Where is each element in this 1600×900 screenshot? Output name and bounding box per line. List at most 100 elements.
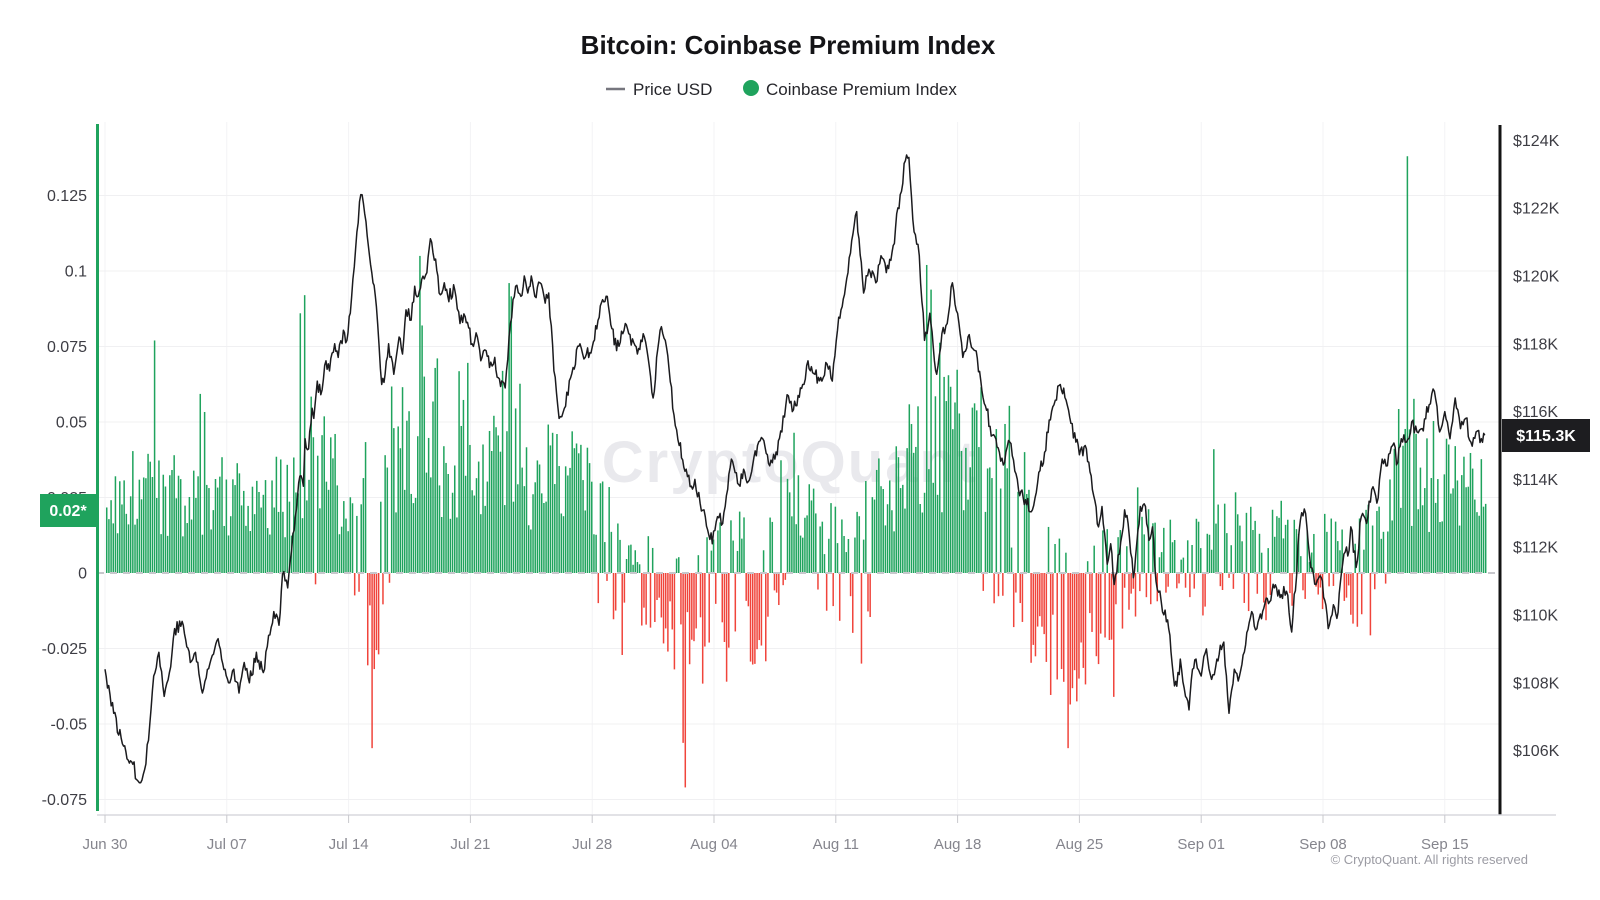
premium-bar[interactable]	[1421, 505, 1424, 573]
premium-bar[interactable]	[902, 484, 904, 573]
premium-bar[interactable]	[510, 296, 513, 573]
premium-bar[interactable]	[201, 534, 204, 573]
premium-bar[interactable]	[192, 470, 195, 573]
premium-bar[interactable]	[423, 376, 426, 573]
premium-bar[interactable]	[836, 543, 839, 573]
premium-bar[interactable]	[545, 501, 547, 573]
premium-bar[interactable]	[1030, 573, 1032, 663]
premium-bar[interactable]	[684, 573, 687, 788]
premium-bar[interactable]	[1236, 514, 1239, 573]
premium-bar[interactable]	[306, 500, 308, 573]
premium-bar[interactable]	[366, 573, 369, 666]
premium-bar[interactable]	[701, 573, 704, 684]
premium-bar[interactable]	[680, 573, 682, 625]
premium-bar[interactable]	[332, 458, 334, 573]
premium-bar[interactable]	[321, 435, 323, 573]
premium-bar[interactable]	[427, 437, 430, 573]
premium-bar[interactable]	[123, 480, 125, 573]
premium-bar[interactable]	[1139, 573, 1141, 592]
premium-bar[interactable]	[373, 573, 376, 670]
premium-bar[interactable]	[1476, 512, 1478, 573]
premium-bar[interactable]	[1413, 398, 1415, 573]
premium-bar[interactable]	[801, 537, 804, 573]
premium-bar[interactable]	[110, 500, 112, 573]
premium-bar[interactable]	[627, 545, 630, 573]
premium-bar[interactable]	[1215, 523, 1217, 573]
premium-bar[interactable]	[356, 515, 358, 573]
premium-bar[interactable]	[1484, 503, 1487, 573]
premium-bar[interactable]	[1021, 573, 1024, 622]
premium-bar[interactable]	[654, 573, 656, 622]
premium-bar[interactable]	[160, 534, 162, 573]
premium-bar[interactable]	[614, 573, 617, 611]
premium-bar[interactable]	[264, 480, 267, 573]
premium-bar[interactable]	[999, 488, 1002, 573]
premium-bar[interactable]	[1176, 573, 1178, 589]
premium-bar[interactable]	[1304, 573, 1306, 599]
premium-bar[interactable]	[251, 486, 254, 573]
premium-bar[interactable]	[758, 573, 760, 641]
premium-bar[interactable]	[878, 458, 880, 573]
premium-bar[interactable]	[1395, 462, 1398, 573]
premium-bar[interactable]	[1071, 573, 1074, 689]
premium-bar[interactable]	[1232, 573, 1235, 589]
premium-bar[interactable]	[417, 436, 419, 573]
premium-bar[interactable]	[327, 489, 330, 573]
premium-bar[interactable]	[1269, 573, 1272, 595]
premium-bar[interactable]	[769, 517, 771, 573]
premium-bar[interactable]	[562, 516, 565, 573]
premium-bar[interactable]	[1193, 573, 1195, 589]
premium-bar[interactable]	[403, 489, 406, 573]
premium-bar[interactable]	[717, 530, 719, 573]
premium-bar[interactable]	[1276, 516, 1278, 573]
premium-bar[interactable]	[177, 475, 180, 573]
premium-bar[interactable]	[445, 462, 447, 573]
premium-bar[interactable]	[875, 469, 878, 573]
premium-bar[interactable]	[1263, 573, 1265, 603]
premium-bar[interactable]	[543, 503, 545, 573]
premium-bar[interactable]	[1326, 531, 1328, 573]
premium-bar[interactable]	[408, 411, 410, 573]
premium-bar[interactable]	[1258, 533, 1261, 573]
premium-bar[interactable]	[493, 415, 495, 573]
premium-bar[interactable]	[1167, 573, 1169, 587]
premium-bar[interactable]	[112, 523, 115, 573]
premium-bar[interactable]	[508, 283, 510, 573]
premium-bar[interactable]	[834, 506, 837, 573]
premium-bar[interactable]	[475, 478, 478, 573]
premium-bar[interactable]	[1226, 533, 1228, 573]
premium-bar[interactable]	[673, 573, 676, 670]
premium-bar[interactable]	[556, 434, 558, 573]
premium-bar[interactable]	[980, 387, 982, 573]
premium-bar[interactable]	[1345, 573, 1348, 598]
premium-bar[interactable]	[1110, 573, 1113, 640]
premium-bar[interactable]	[608, 487, 610, 573]
premium-bar[interactable]	[862, 539, 865, 573]
premium-bar[interactable]	[1419, 467, 1422, 573]
premium-bar[interactable]	[1250, 506, 1252, 573]
premium-bar[interactable]	[536, 460, 539, 573]
premium-bar[interactable]	[597, 573, 600, 604]
premium-bar[interactable]	[490, 451, 493, 573]
premium-bar[interactable]	[456, 517, 458, 573]
premium-bar[interactable]	[473, 495, 476, 573]
premium-bar[interactable]	[849, 573, 852, 597]
premium-bar[interactable]	[208, 488, 210, 573]
premium-bar[interactable]	[1360, 573, 1363, 615]
premium-bar[interactable]	[775, 573, 778, 593]
premium-bar[interactable]	[664, 573, 667, 629]
premium-bar[interactable]	[1210, 549, 1213, 573]
premium-bar[interactable]	[1154, 522, 1156, 573]
premium-bar[interactable]	[136, 518, 138, 573]
premium-bar[interactable]	[338, 534, 341, 573]
premium-bar[interactable]	[1213, 449, 1215, 573]
premium-bar[interactable]	[286, 464, 289, 573]
premium-bar[interactable]	[756, 573, 758, 650]
premium-bar[interactable]	[651, 547, 654, 573]
premium-bar[interactable]	[982, 573, 985, 591]
premium-bar[interactable]	[949, 386, 952, 573]
premium-bar[interactable]	[1369, 573, 1372, 636]
premium-bar[interactable]	[245, 525, 247, 573]
premium-bar[interactable]	[841, 519, 843, 573]
